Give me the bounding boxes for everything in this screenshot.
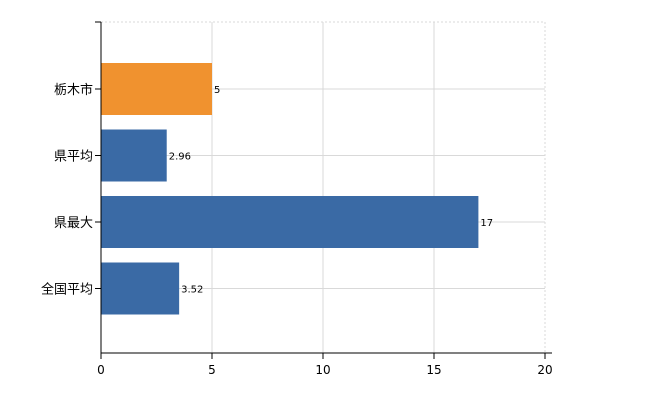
category-label: 全国平均 [41,282,93,298]
data-label: 5 [214,85,220,96]
x-tick-label: 20 [537,363,552,377]
category-label: 県最大 [54,216,93,231]
data-label: 3.52 [181,285,203,296]
x-tick-label: 0 [97,363,105,377]
bar-4 [101,262,180,315]
axis-layer [95,21,552,359]
bar-2 [101,129,167,182]
x-tick-label: 15 [426,363,441,377]
data-label: 2.96 [169,152,191,163]
bar-1 [101,63,212,115]
data-label: 17 [480,218,493,229]
category-label: 栃木市 [54,82,93,98]
bar-3 [101,196,479,248]
bar-layer [101,63,479,315]
category-label: 県平均 [54,150,93,165]
x-tick-label: 10 [315,363,330,377]
x-tick-label: 5 [208,363,216,377]
